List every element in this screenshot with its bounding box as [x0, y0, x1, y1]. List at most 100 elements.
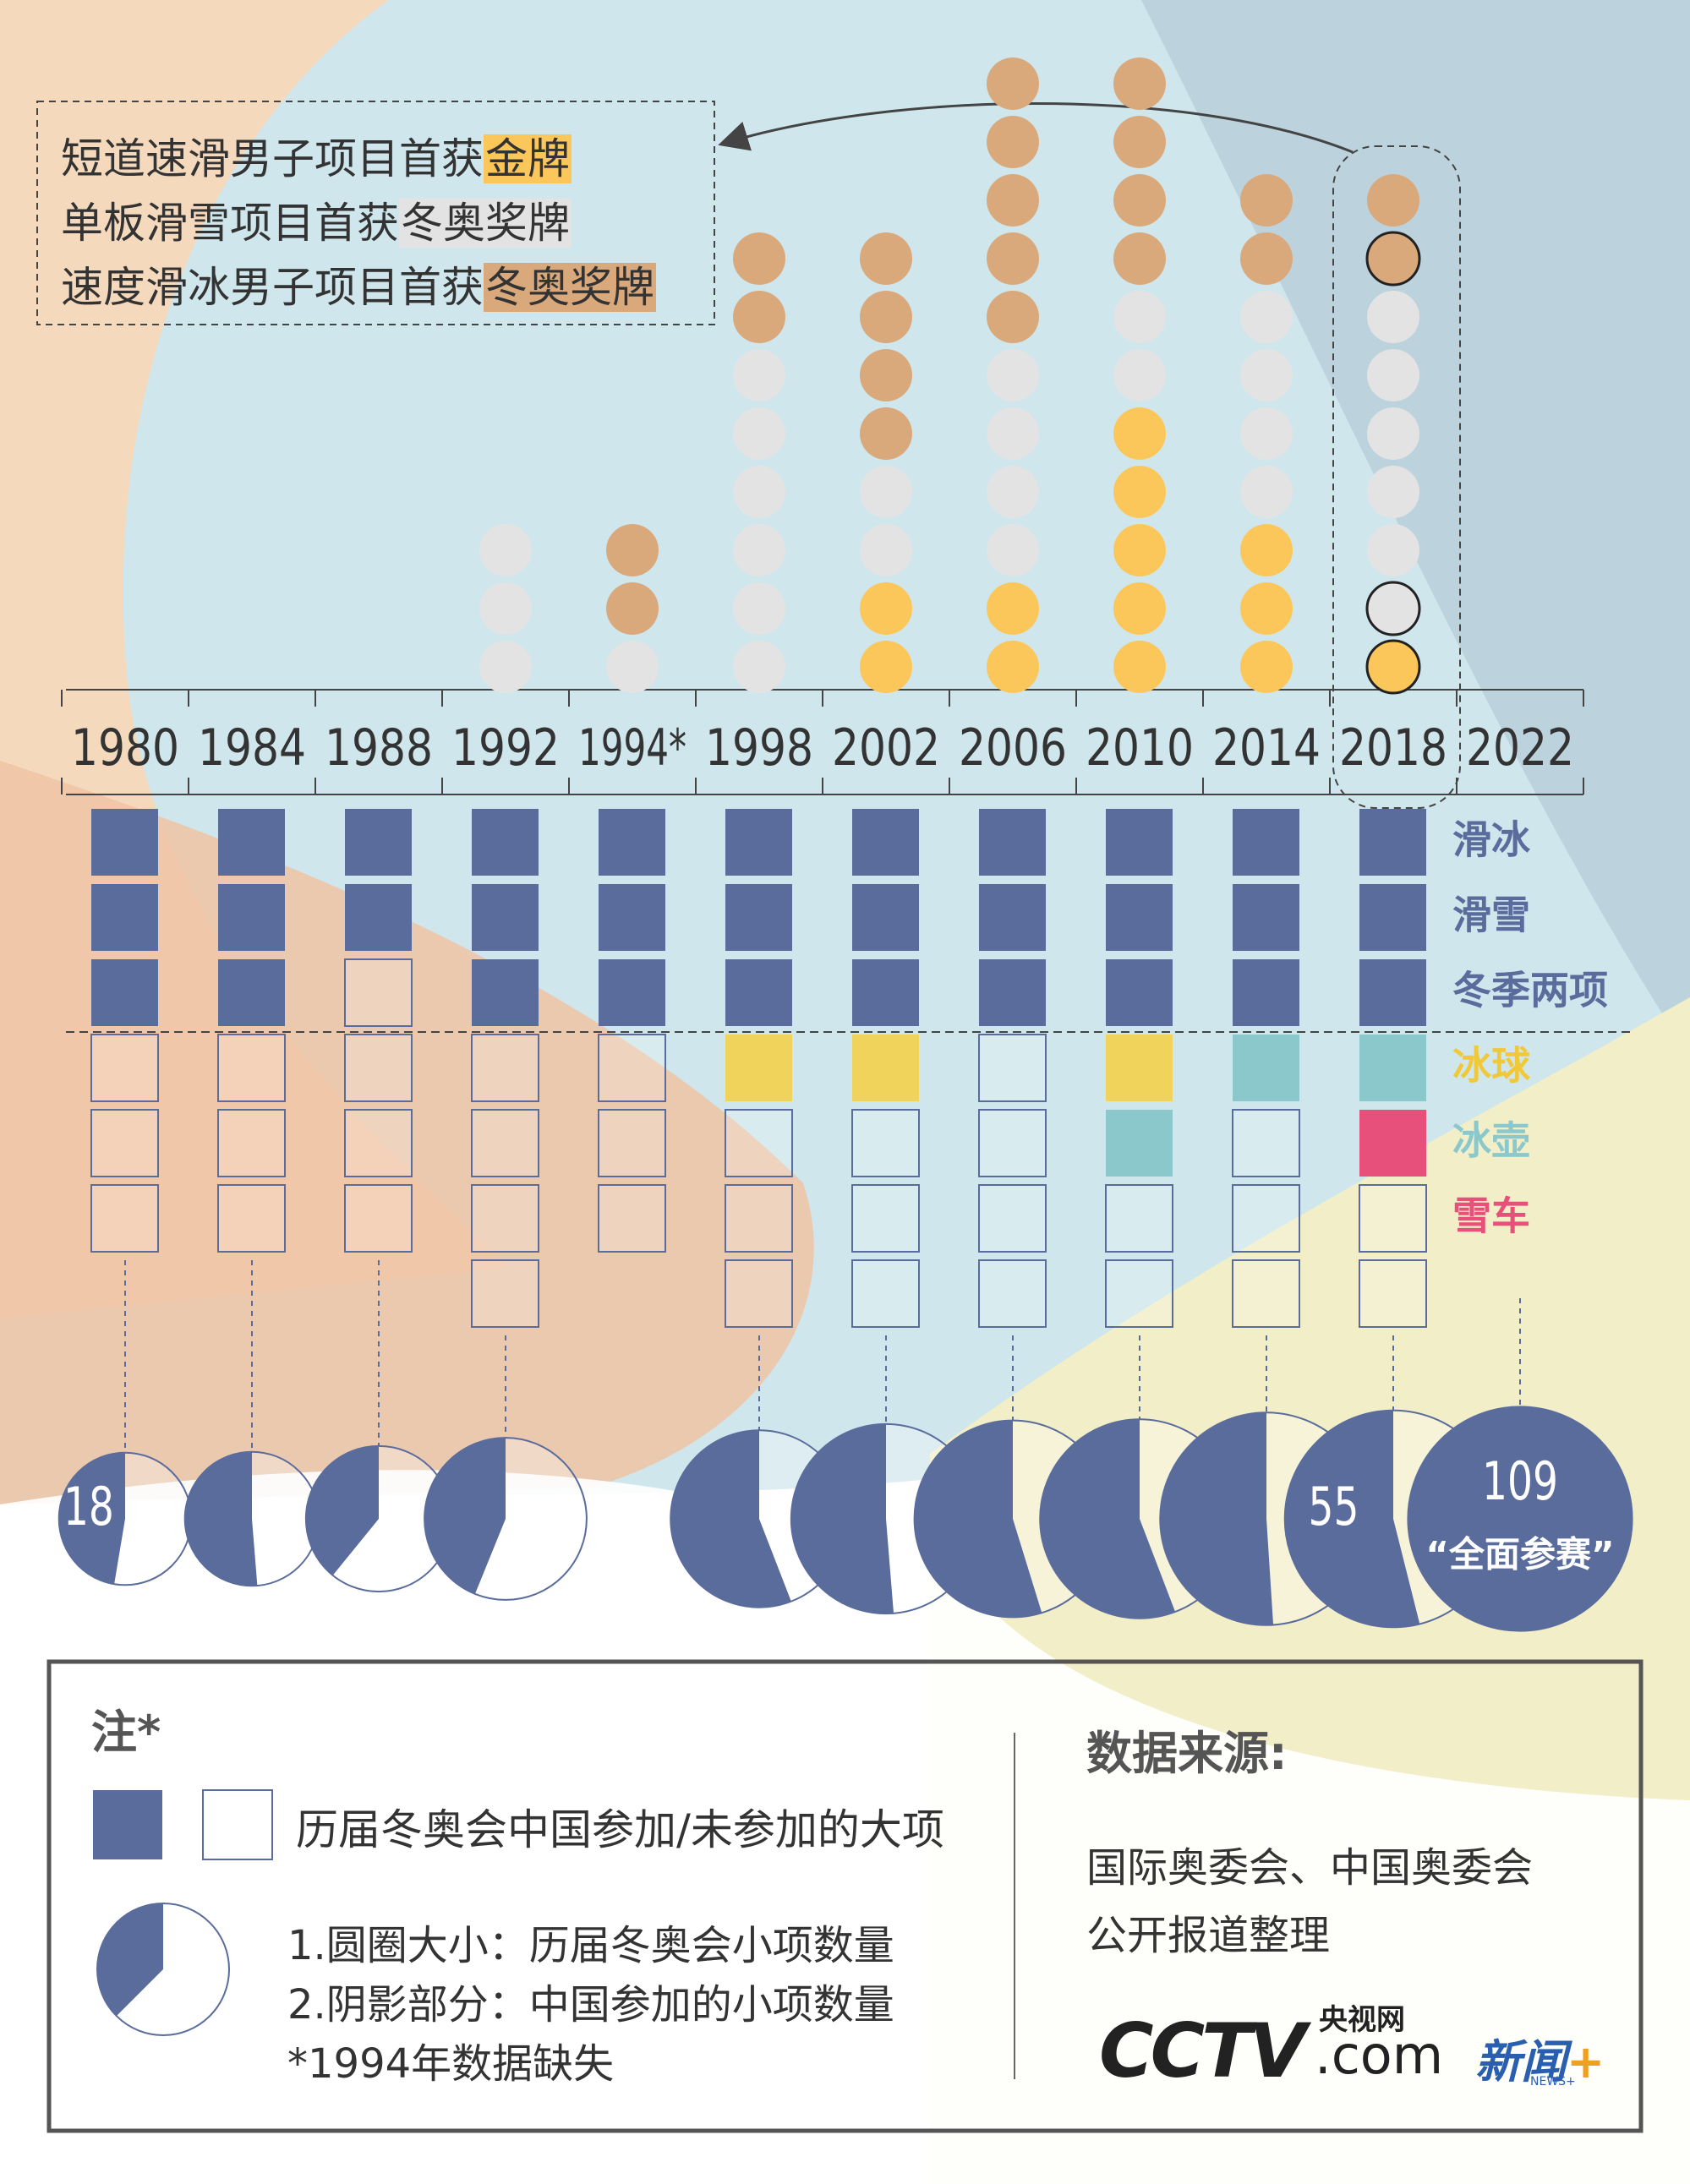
medal-dot [987, 582, 1039, 635]
year-label: 2014 [1212, 718, 1321, 778]
medal-dot [733, 232, 785, 285]
sport-cell-empty [217, 1109, 286, 1177]
medal-dot [1113, 466, 1166, 518]
medal-dot [1240, 641, 1293, 693]
legend-text: *1994年数据缺失 [287, 2040, 615, 2088]
sport-cell-filled [1359, 1035, 1426, 1101]
logo-site: 央视网 [1319, 2003, 1405, 2037]
sport-cell-empty [344, 1184, 413, 1253]
china-share [670, 1430, 791, 1608]
annotation-text: 单板滑雪项目首获 [61, 199, 399, 248]
medal-dot [987, 524, 1039, 576]
china-share [790, 1423, 894, 1614]
medal-dot [1113, 582, 1166, 635]
sport-cell-filled [599, 809, 665, 876]
note-box [46, 1659, 1644, 2133]
year-label: 2006 [959, 718, 1067, 778]
sport-cell-filled [91, 809, 158, 876]
sport-cell-empty [978, 1109, 1047, 1177]
medal-dot [860, 407, 912, 460]
year-label: 2022 [1466, 718, 1574, 778]
sport-cell-filled [1359, 959, 1426, 1026]
medal-dot [1365, 231, 1421, 287]
medal-dot [1367, 349, 1419, 401]
sport-cell-empty [1232, 1109, 1300, 1177]
sport-label: 冰球 [1452, 1043, 1531, 1089]
medal-dot [1240, 407, 1293, 460]
medal-dot [860, 291, 912, 343]
annotation-highlight: 金牌 [484, 134, 572, 183]
source-text: 公开报道整理 [1086, 1912, 1331, 1959]
medal-dot [1240, 291, 1293, 343]
note-title: 注* [91, 1706, 161, 1759]
sport-cell-empty [851, 1109, 920, 1177]
sport-cell-empty [471, 1034, 539, 1102]
medal-dot [860, 582, 912, 635]
sport-cell-filled [725, 1035, 792, 1101]
sport-cell-filled [599, 884, 665, 951]
sport-cell-empty [1232, 1259, 1300, 1328]
sport-cell-filled [1359, 884, 1426, 951]
medal-dot [987, 466, 1039, 518]
year-label: 2002 [832, 718, 940, 778]
circle-label: 18 [63, 1476, 114, 1537]
annotation-line: 单板滑雪项目首获冬奥奖牌 [61, 189, 572, 250]
year-label: 1984 [198, 718, 306, 778]
sport-cell-empty [1232, 1184, 1300, 1253]
medal-dot [1367, 466, 1419, 518]
medal-dot [1113, 57, 1166, 110]
sport-cell-empty [725, 1259, 793, 1328]
sport-cell-filled [1233, 1035, 1299, 1101]
circle-label: 109 [1482, 1450, 1558, 1512]
logo-plus: + [1567, 2035, 1605, 2088]
medal-dot [987, 57, 1039, 110]
sport-cell-empty [851, 1259, 920, 1328]
sport-cell-filled [1233, 809, 1299, 876]
annotation-line: 短道速滑男子项目首获金牌 [61, 125, 572, 186]
year-label: 1994* [578, 718, 686, 778]
logo-com: .com [1315, 2024, 1444, 2086]
medal-dot [987, 641, 1039, 693]
sport-cell-filled [345, 809, 412, 876]
logo-news-text: 新闻 [1475, 2035, 1567, 2088]
medal-dot [1367, 407, 1419, 460]
medal-dot [1113, 641, 1166, 693]
sport-cell-filled [1106, 959, 1173, 1026]
circle-note: “全面参赛” [1425, 1534, 1614, 1575]
year-label: 2018 [1339, 718, 1447, 778]
sport-label: 滑雪 [1452, 893, 1530, 938]
china-share [58, 1452, 125, 1585]
sport-label: 冬季两项 [1452, 968, 1608, 1013]
medal-dot [1240, 524, 1293, 576]
china-share [184, 1451, 258, 1586]
sport-cell-empty [1359, 1184, 1427, 1253]
sport-cell-filled [599, 959, 665, 1026]
sport-cell-empty [217, 1034, 286, 1102]
sport-cell-filled [1233, 884, 1299, 951]
sport-cell-empty [978, 1184, 1047, 1253]
medal-dot [860, 349, 912, 401]
annotation-text: 速度滑冰男子项目首获 [61, 263, 484, 312]
china-share [305, 1445, 379, 1575]
medal-dot [733, 291, 785, 343]
sport-cell-filled [1359, 809, 1426, 876]
sport-cell-filled [852, 884, 919, 951]
medal-dot [1367, 524, 1419, 576]
sport-cell-filled [91, 959, 158, 1026]
sport-cell-filled [218, 809, 285, 876]
sport-cell-empty [1105, 1184, 1173, 1253]
medal-dot [733, 349, 785, 401]
medal-dot [1367, 174, 1419, 227]
sport-label: 滑冰 [1452, 817, 1531, 863]
bg-white [0, 1470, 1690, 2184]
medal-dot [1367, 291, 1419, 343]
medal-dot [987, 291, 1039, 343]
sport-cell-empty [1359, 1259, 1427, 1328]
sport-cell-filled [979, 884, 1046, 951]
sport-cell-filled [979, 809, 1046, 876]
medal-dot [606, 641, 659, 693]
medal-dot [1113, 407, 1166, 460]
medal-dot [1240, 466, 1293, 518]
sport-cell-filled [1233, 959, 1299, 1026]
sport-cell-empty [90, 1034, 159, 1102]
